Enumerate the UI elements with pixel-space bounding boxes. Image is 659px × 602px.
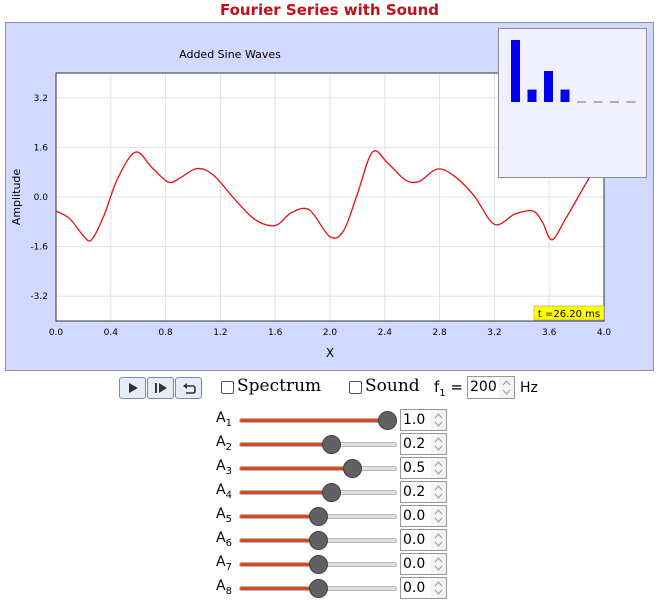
amplitude-label: A3 xyxy=(216,458,232,477)
amplitude-value: 0.5 xyxy=(403,460,426,476)
amplitude-input[interactable]: 0.0 xyxy=(400,577,447,599)
spectrum-inset xyxy=(498,28,647,178)
amplitude-label: A6 xyxy=(216,530,232,549)
amplitude-input[interactable]: 0.2 xyxy=(400,481,447,503)
amplitude-slider-track[interactable] xyxy=(239,490,397,495)
spectrum-checkbox[interactable] xyxy=(221,381,234,394)
amplitude-input[interactable]: 0.2 xyxy=(400,433,447,455)
spinner-arrows-icon[interactable] xyxy=(431,578,446,598)
spinner-arrows-icon[interactable] xyxy=(431,530,446,550)
amplitude-value: 0.0 xyxy=(403,532,426,548)
f1-input[interactable]: 200 xyxy=(467,376,515,399)
amplitude-value: 1.0 xyxy=(403,412,426,428)
amplitude-slider-fill xyxy=(240,491,333,494)
amplitude-input[interactable]: 1.0 xyxy=(400,409,447,431)
amplitude-label: A8 xyxy=(216,578,232,597)
time-label: t =26.20 ms xyxy=(538,309,600,320)
sound-label: Sound xyxy=(365,376,420,396)
x-tick-label: 1.2 xyxy=(213,328,227,338)
step-button[interactable] xyxy=(147,377,174,399)
amplitude-slider-track[interactable] xyxy=(239,466,397,471)
x-tick-label: 4.0 xyxy=(597,328,612,338)
amplitude-slider-knob[interactable] xyxy=(322,482,342,502)
reset-icon xyxy=(182,383,196,394)
sound-checkbox[interactable] xyxy=(349,381,362,394)
step-icon xyxy=(154,383,167,393)
series-line xyxy=(55,150,605,242)
hz-label: Hz xyxy=(520,380,538,396)
amplitude-label: A2 xyxy=(216,434,232,453)
amplitude-value: 0.2 xyxy=(403,484,426,500)
time-label-box xyxy=(533,305,605,321)
y-tick-label: -3.2 xyxy=(30,292,48,302)
x-axis-label: X xyxy=(326,346,334,360)
amplitude-label: A5 xyxy=(216,506,232,525)
amplitude-slider-knob[interactable] xyxy=(308,578,328,598)
plot-border xyxy=(55,72,605,322)
amplitude-slider-knob[interactable] xyxy=(377,410,397,430)
amplitude-input[interactable]: 0.0 xyxy=(400,505,447,527)
x-tick-label: 3.2 xyxy=(487,328,501,338)
y-axis-label: Amplitude xyxy=(10,169,23,226)
plot-panel: 0.0 0.4 0.8 1.2 1.6 2.0 2.4 2.8 3.2 3.6 4.0 3.2 1.6 0… xyxy=(5,22,654,371)
amplitude-value: 0.0 xyxy=(403,580,426,596)
y-tick-label: 3.2 xyxy=(34,94,48,104)
amplitude-label: A7 xyxy=(216,554,232,573)
f1-label: f1 = xyxy=(434,378,463,399)
amplitude-input[interactable]: 0.0 xyxy=(400,529,447,551)
app-title: Fourier Series with Sound xyxy=(219,1,440,19)
x-tick-label: 3.6 xyxy=(542,328,557,338)
amplitude-slider-fill xyxy=(240,539,319,542)
spectrum-bar xyxy=(544,71,553,102)
spinner-arrows-icon[interactable] xyxy=(431,410,446,430)
reset-button[interactable] xyxy=(175,377,202,399)
y-tick-label: 1.6 xyxy=(34,143,49,153)
amplitude-value: 0.2 xyxy=(403,436,426,452)
amplitude-slider-knob[interactable] xyxy=(343,458,362,478)
spinner-arrows-icon[interactable] xyxy=(431,458,446,478)
amplitude-slider-fill xyxy=(240,587,319,590)
x-tick-label: 2.8 xyxy=(432,328,447,338)
amplitude-label: A1 xyxy=(216,410,232,429)
amplitude-slider-knob[interactable] xyxy=(308,530,328,550)
amplitude-input[interactable]: 0.5 xyxy=(400,457,447,479)
chart-title: Added Sine Waves xyxy=(179,48,281,61)
spinner-arrows-icon[interactable] xyxy=(431,554,446,574)
play-icon xyxy=(128,383,138,393)
spectrum-inset-chart xyxy=(511,40,636,103)
x-tick-label: 0.4 xyxy=(104,328,119,338)
amplitude-value: 0.0 xyxy=(403,508,426,524)
x-tick-label: 2.4 xyxy=(378,328,393,338)
spinner-arrows-icon[interactable] xyxy=(431,506,446,526)
amplitude-slider-fill xyxy=(240,467,354,470)
amplitude-slider-fill xyxy=(240,515,319,518)
y-tick-label: 0.0 xyxy=(34,193,49,203)
amplitude-label: A4 xyxy=(216,482,232,501)
amplitude-slider-fill xyxy=(240,443,333,446)
spectrum-bar xyxy=(560,89,570,102)
amplitude-slider-knob[interactable] xyxy=(308,554,328,574)
spectrum-bar xyxy=(527,89,537,102)
amplitude-slider-fill xyxy=(240,563,319,566)
x-tick-label: 0.0 xyxy=(49,328,64,338)
amplitude-slider-track[interactable] xyxy=(239,418,397,423)
amplitude-slider-fill xyxy=(240,419,388,422)
amplitude-input[interactable]: 0.0 xyxy=(400,553,447,575)
amplitude-value: 0.0 xyxy=(403,556,426,572)
amplitude-slider-knob[interactable] xyxy=(322,434,342,454)
x-tick-label: 2.0 xyxy=(323,328,338,338)
amplitude-slider-knob[interactable] xyxy=(308,506,328,526)
spectrum-label: Spectrum xyxy=(237,376,322,396)
x-tick-label: 1.6 xyxy=(268,328,283,338)
spectrum-bar xyxy=(511,40,520,102)
spinner-arrows-icon[interactable] xyxy=(431,482,446,502)
amplitude-slider-track[interactable] xyxy=(239,442,397,447)
y-tick-label: -1.6 xyxy=(30,243,48,253)
x-tick-label: 0.8 xyxy=(158,328,173,338)
spinner-arrows-icon[interactable] xyxy=(431,434,446,454)
play-button[interactable] xyxy=(119,377,146,399)
spinner-arrows-icon[interactable] xyxy=(499,377,514,398)
